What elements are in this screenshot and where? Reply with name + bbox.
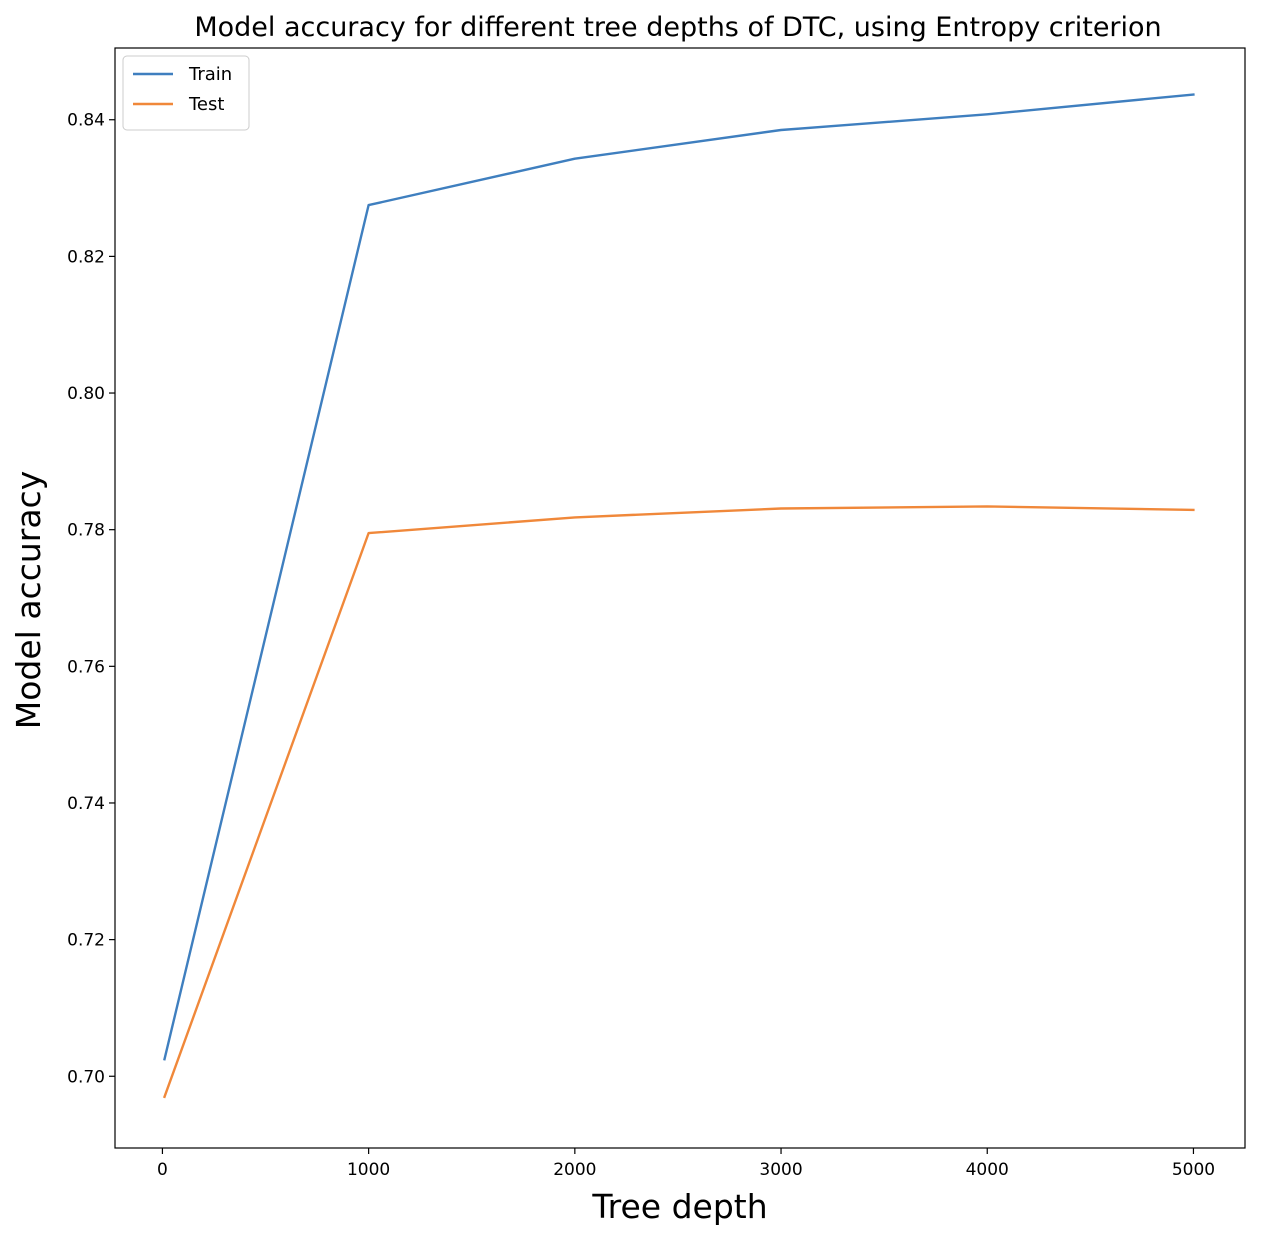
x-tick-label: 1000 <box>347 1160 390 1180</box>
legend: Train Test <box>123 56 249 130</box>
x-tick-label: 4000 <box>966 1160 1009 1180</box>
chart-title: Model accuracy for different tree depths… <box>194 12 1161 43</box>
y-axis-label: Model accuracy <box>9 471 48 729</box>
legend-label-train: Train <box>188 64 232 85</box>
x-tick-label: 3000 <box>759 1160 802 1180</box>
y-tick-label: 0.72 <box>67 931 105 951</box>
y-tick-label: 0.82 <box>67 247 105 267</box>
x-tick-label: 0 <box>157 1160 168 1180</box>
y-tick-label: 0.78 <box>67 521 105 541</box>
y-tick-label: 0.74 <box>67 794 105 814</box>
x-tick-label: 2000 <box>553 1160 596 1180</box>
legend-label-test: Test <box>188 94 224 115</box>
y-tick-label: 0.76 <box>67 657 105 677</box>
y-tick-label: 0.70 <box>67 1067 105 1087</box>
y-tick-label: 0.80 <box>67 384 105 404</box>
y-tick-label: 0.84 <box>67 111 105 131</box>
x-axis-label: Tree depth <box>591 1187 767 1226</box>
x-tick-label: 5000 <box>1172 1160 1215 1180</box>
